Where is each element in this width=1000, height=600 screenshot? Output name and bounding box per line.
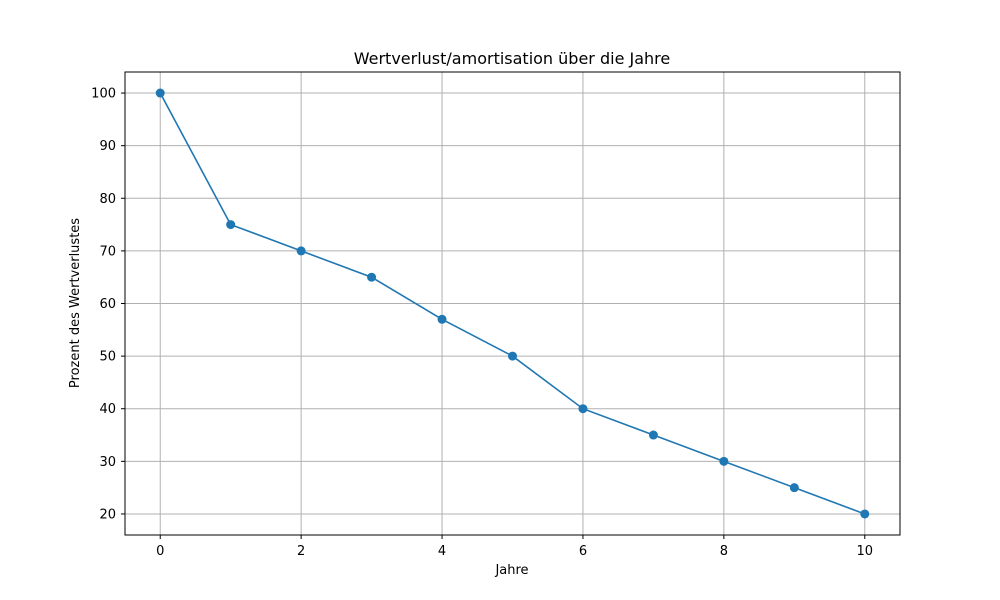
y-tick-label: 90 [99, 139, 116, 154]
data-point [578, 404, 588, 414]
data-point [155, 88, 165, 98]
x-tick-label: 0 [156, 544, 164, 559]
data-point [296, 246, 306, 256]
x-tick-label: 6 [579, 544, 587, 559]
y-tick-label: 60 [99, 297, 116, 312]
y-tick-label: 20 [99, 507, 116, 522]
data-point [367, 272, 377, 282]
series-layer [155, 88, 870, 519]
data-point [789, 483, 799, 493]
data-point [719, 456, 729, 466]
y-axis-label: Prozent des Wertverlustes [68, 218, 83, 388]
y-tick-label: 30 [99, 455, 116, 470]
data-point [648, 430, 658, 440]
grid [125, 72, 900, 535]
x-tick-label: 4 [438, 544, 446, 559]
data-point [508, 351, 517, 361]
chart-title: Wertverlust/amortisation über die Jahre [354, 49, 670, 68]
x-tick-label: 8 [720, 544, 728, 559]
data-point [437, 314, 447, 324]
y-tick-label: 70 [99, 244, 116, 259]
y-tick-label: 40 [99, 402, 116, 417]
data-point [226, 220, 236, 230]
y-tick-label: 80 [99, 192, 116, 207]
x-axis-label: Jahre [494, 563, 528, 578]
x-tick-label: 2 [297, 544, 305, 559]
y-tick-label: 50 [99, 350, 116, 365]
data-point [860, 509, 870, 519]
x-tick-label: 10 [856, 544, 873, 559]
y-tick-label: 100 [91, 87, 116, 102]
axis-ticks: 0 2 4 6 8 10 20 30 40 50 60 70 80 90 100 [91, 87, 873, 559]
